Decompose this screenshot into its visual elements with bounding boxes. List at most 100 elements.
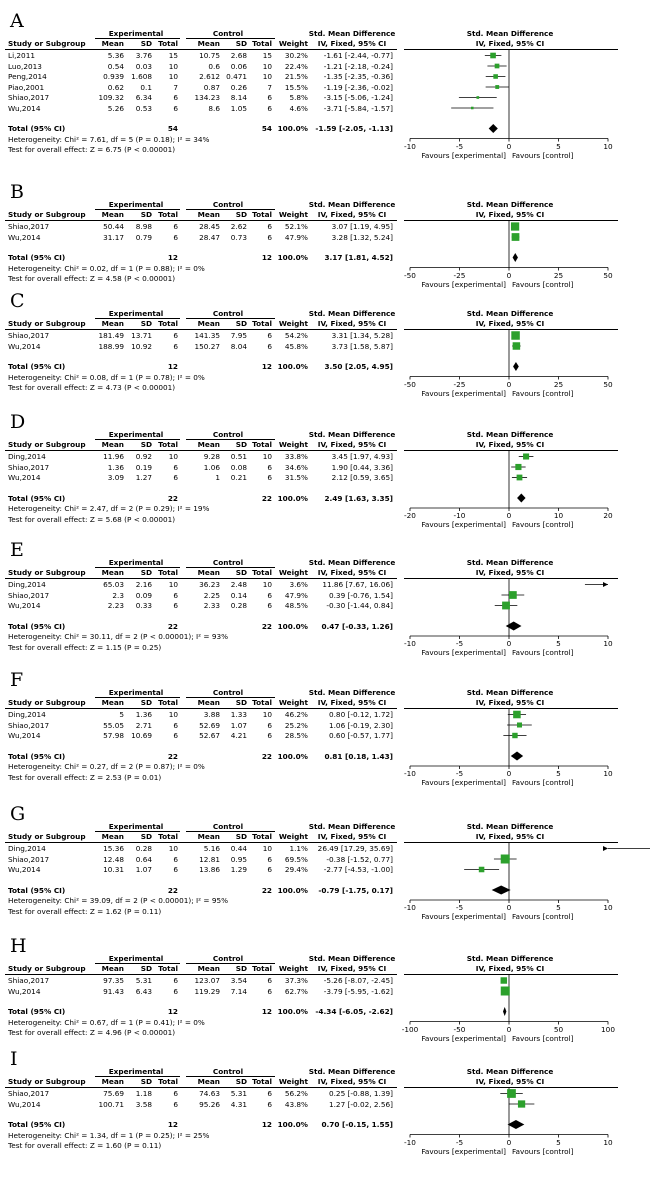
favours-experimental: Favours [experimental] bbox=[421, 520, 506, 529]
total-ci: -4.34 [-6.05, -2.62] bbox=[315, 1007, 393, 1016]
table-top-rule bbox=[5, 578, 397, 579]
ctl-mean: 134.23 bbox=[194, 93, 220, 102]
ctl-sd: 2.68 bbox=[230, 51, 247, 60]
col-study: Study or Subgroup bbox=[8, 39, 86, 48]
total-label: Total (95% CI) bbox=[8, 751, 66, 761]
col-exp-sd: SD bbox=[140, 832, 152, 841]
total-exp-n: 12 bbox=[167, 362, 178, 371]
overall-effect: Test for overall effect: Z = 1.15 (P = 0… bbox=[8, 642, 162, 652]
plot-method: IV, Fixed, 95% CI bbox=[475, 210, 545, 219]
header-rule-control bbox=[186, 831, 275, 832]
total-ctl-n: 12 bbox=[261, 253, 272, 262]
exp-total: 6 bbox=[173, 865, 178, 874]
header-rule-experimental bbox=[95, 697, 180, 698]
col-exp-sd: SD bbox=[140, 319, 152, 328]
exp-mean: 91.43 bbox=[103, 986, 124, 996]
table-top-rule bbox=[5, 450, 397, 451]
smd-plot-header: Std. Mean Difference bbox=[466, 309, 554, 318]
study-name: Wu,2014 bbox=[8, 1099, 41, 1109]
study-ci: 3.07 [1.19, 4.95] bbox=[331, 222, 393, 231]
ctl-sd: 0.08 bbox=[230, 462, 247, 472]
ctl-sd: 7.95 bbox=[230, 331, 247, 340]
study-ci: -3.71 [-5.84, -1.57] bbox=[323, 103, 393, 113]
header-rule-control bbox=[186, 38, 275, 39]
total-exp-n: 12 bbox=[167, 253, 178, 262]
study-name: Shiao,2017 bbox=[8, 222, 50, 231]
exp-total: 6 bbox=[173, 341, 178, 351]
exp-total: 6 bbox=[173, 103, 178, 113]
point-estimate bbox=[490, 52, 496, 59]
ctl-mean: 10.75 bbox=[199, 51, 220, 60]
ctl-sd: 1.05 bbox=[230, 103, 247, 113]
tick-label: 10 bbox=[553, 511, 564, 520]
col-study: Study or Subgroup bbox=[8, 964, 86, 973]
ctl-sd: 0.471 bbox=[226, 72, 247, 81]
ctl-sd: 4.21 bbox=[230, 731, 247, 740]
plot-top-rule bbox=[404, 708, 618, 709]
study-weight: 33.8% bbox=[284, 452, 308, 461]
ctl-sd: 0.14 bbox=[230, 590, 247, 600]
study-weight: 54.2% bbox=[284, 331, 308, 340]
overall-effect: Test for overall effect: Z = 1.62 (P = 0… bbox=[8, 906, 162, 916]
group-header-control: Control bbox=[212, 688, 244, 697]
header-rule-experimental bbox=[95, 38, 180, 39]
group-header-control: Control bbox=[212, 822, 244, 831]
smd-header: Std. Mean Difference bbox=[308, 822, 396, 831]
smd-header: Std. Mean Difference bbox=[308, 558, 396, 567]
table-top-rule bbox=[5, 329, 397, 330]
plot-top-rule bbox=[404, 220, 618, 221]
favours-control: Favours [control] bbox=[512, 520, 574, 529]
col-ctl-mean: Mean bbox=[197, 964, 220, 973]
total-ctl-n: 22 bbox=[261, 621, 272, 631]
ctl-total: 6 bbox=[267, 462, 272, 472]
exp-sd: 1.36 bbox=[135, 710, 152, 719]
favours-experimental: Favours [experimental] bbox=[421, 279, 506, 289]
study-name: Shiao,2017 bbox=[8, 720, 50, 730]
study-ci: 0.25 [-0.88, 1.39] bbox=[328, 1089, 393, 1098]
favours-control: Favours [control] bbox=[512, 279, 574, 289]
ctl-sd: 0.95 bbox=[230, 854, 247, 864]
total-weight: 100.0% bbox=[277, 124, 308, 133]
ctl-total: 6 bbox=[267, 854, 272, 864]
tick-label: 0 bbox=[506, 1024, 512, 1034]
exp-total: 6 bbox=[173, 976, 178, 985]
study-name: Shiao,2017 bbox=[8, 331, 50, 340]
col-ctl-mean: Mean bbox=[197, 1077, 220, 1086]
total-label: Total (95% CI) bbox=[8, 621, 66, 631]
col-ctl-total: Total bbox=[252, 39, 272, 48]
point-estimate bbox=[500, 854, 510, 864]
exp-total: 7 bbox=[173, 82, 178, 92]
exp-sd: 10.69 bbox=[131, 731, 152, 740]
tick-label: -10 bbox=[404, 1137, 416, 1147]
plot-top-rule bbox=[404, 450, 618, 451]
header-rule-experimental bbox=[95, 831, 180, 832]
study-name: Wu,2014 bbox=[8, 731, 41, 740]
col-ctl-mean: Mean bbox=[197, 568, 220, 577]
study-weight: 47.9% bbox=[284, 590, 308, 600]
group-header-control: Control bbox=[212, 430, 244, 439]
tick-label: 0 bbox=[506, 141, 512, 151]
study-name: Piao,2001 bbox=[8, 82, 45, 92]
col-exp-total: Total bbox=[158, 698, 178, 707]
total-weight: 100.0% bbox=[277, 1007, 308, 1016]
group-header-control: Control bbox=[212, 200, 244, 209]
exp-sd: 13.71 bbox=[131, 331, 152, 340]
col-ctl-sd: SD bbox=[235, 39, 247, 48]
pooled-diamond bbox=[513, 362, 519, 371]
study-weight: 31.5% bbox=[284, 473, 308, 482]
exp-sd: 2.16 bbox=[135, 580, 152, 589]
ctl-mean: 3.88 bbox=[203, 710, 220, 719]
panel-label: D bbox=[10, 411, 26, 433]
study-name: Ding,2014 bbox=[8, 580, 46, 589]
col-ctl-total: Total bbox=[252, 832, 272, 841]
total-ctl-n: 22 bbox=[261, 493, 272, 503]
tick-label: -10 bbox=[453, 511, 466, 520]
exp-mean: 2.23 bbox=[107, 601, 124, 610]
total-exp-n: 12 bbox=[167, 1120, 178, 1129]
ctl-total: 6 bbox=[267, 976, 272, 985]
col-ctl-total: Total bbox=[252, 964, 272, 973]
study-ci: 11.86 [7.67, 16.06] bbox=[322, 580, 393, 589]
tick-label: -50 bbox=[453, 1024, 466, 1034]
forest-plot-h bbox=[409, 975, 609, 1025]
overall-effect: Test for overall effect: Z = 5.68 (P < 0… bbox=[8, 514, 176, 524]
